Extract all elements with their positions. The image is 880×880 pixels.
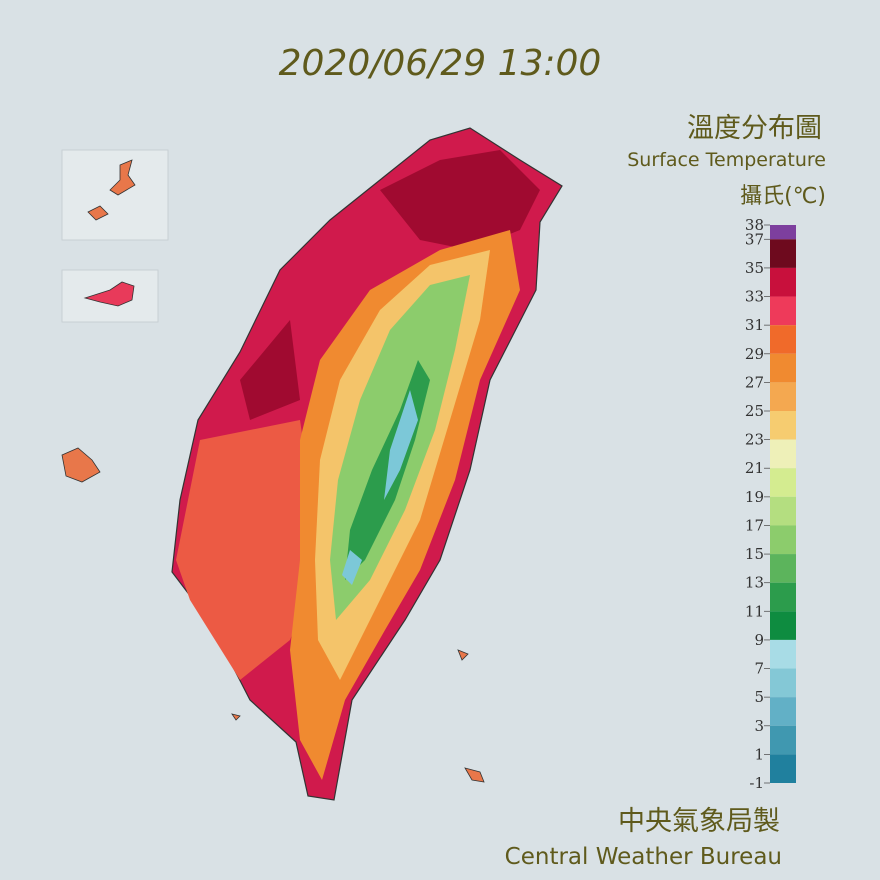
tick-label: 27 [745,373,764,391]
tick-label: 19 [745,488,764,506]
color-bin [770,639,796,669]
color-bin [770,668,796,698]
color-bin [770,382,796,411]
southwest-zone [176,420,320,680]
legend-unit: 攝氏(℃) [740,184,826,209]
tick-label: -1 [749,774,764,792]
tick-label: 35 [745,259,764,277]
color-bin [770,325,796,354]
map-title: 2020/06/29 13:00 [279,43,602,84]
tick-label: 29 [745,345,764,363]
tick-label: 11 [745,602,764,620]
legend-subtitle: Surface Temperature [627,149,826,171]
color-bin [770,439,796,469]
color-bin [770,496,796,526]
tick-label: 21 [745,459,764,477]
penghu-islands [61,447,101,483]
tick-label: 23 [745,431,764,449]
tick-label: 31 [745,316,764,334]
color-bin [770,353,796,383]
inset-islands [83,281,135,307]
tick-label: 15 [745,545,764,563]
tick-label: 25 [745,402,764,420]
tick-label: 7 [754,660,764,678]
tick-label: 3 [754,717,764,735]
color-bin [770,225,796,240]
color-bin [770,611,796,640]
color-bin [770,267,796,297]
footer-chinese: 中央氣象局製 [618,806,780,837]
inset-islands [87,159,136,221]
tick-label: 33 [745,288,764,306]
tick-label: 13 [745,574,764,592]
tick-label: 1 [754,745,764,763]
legend-title: 溫度分布圖 [687,113,822,144]
color-bin [770,525,796,555]
tick-label: 17 [745,516,764,534]
color-bin [770,582,796,612]
color-bin [770,725,796,755]
color-bin [770,239,796,268]
color-bin [770,411,796,440]
tick-label: 37 [745,230,764,248]
inset-box [61,149,169,241]
tick-label: 9 [754,631,764,649]
color-bin [770,754,796,783]
color-bin [770,296,796,326]
color-bin [770,554,796,583]
color-bin [770,697,796,726]
tick-label: 5 [754,688,764,706]
tick-label: 38 [745,216,764,234]
peaks [342,390,418,585]
color-bin [770,468,796,497]
footer-english: Central Weather Bureau [505,844,782,870]
hot-zone [240,150,540,420]
small-islands [231,649,485,783]
